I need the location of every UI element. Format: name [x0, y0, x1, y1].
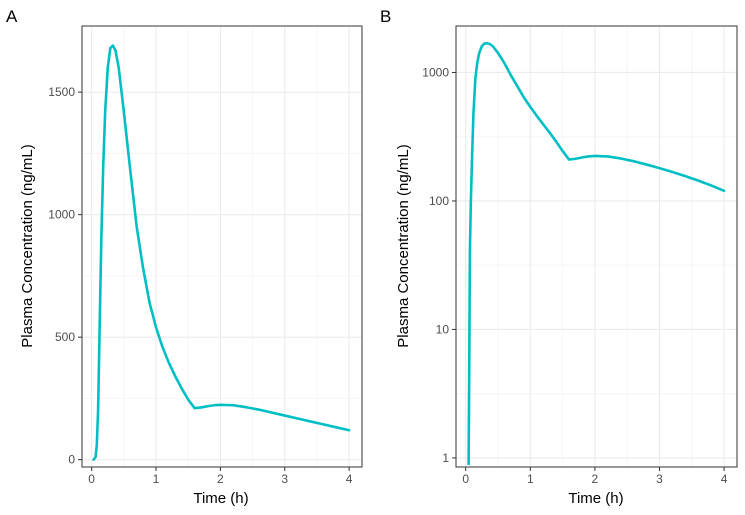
panel-b-y-axis-title: Plasma Concentration (ng/mL) — [395, 144, 412, 347]
y-tick-label: 0 — [68, 453, 75, 467]
y-tick-label: 10 — [436, 322, 450, 336]
panel-b-grid — [456, 26, 737, 467]
concentration-line — [467, 41, 726, 466]
panel-a-series — [92, 44, 351, 461]
panel-b-border — [455, 25, 738, 468]
y-tick-label: 1000 — [422, 65, 449, 79]
y-tick-label: 500 — [55, 330, 75, 344]
x-tick-label: 1 — [527, 472, 534, 486]
panel-a: A 0 1 2 3 4 0 500 1000 1500 Time (h) Plasma Conc… — [6, 7, 363, 507]
panel-a-grid — [82, 26, 362, 467]
x-tick-label: 3 — [281, 472, 288, 486]
panel-a-x-axis-title: Time (h) — [193, 490, 248, 507]
x-tick-label: 4 — [721, 472, 728, 486]
x-tick-label: 0 — [88, 472, 95, 486]
x-tick-label: 0 — [462, 472, 469, 486]
x-tick-label: 1 — [153, 472, 160, 486]
x-tick-label: 2 — [592, 472, 599, 486]
y-tick-label: 100 — [429, 194, 449, 208]
panel-label-a: A — [6, 7, 18, 26]
panel-b-x-axis-title: Time (h) — [568, 490, 623, 507]
y-tick-label: 1000 — [48, 208, 75, 222]
x-tick-label: 2 — [217, 472, 224, 486]
panel-a-border — [81, 25, 363, 468]
x-tick-label: 4 — [346, 472, 353, 486]
panel-a-y-axis-title: Plasma Concentration (ng/mL) — [19, 144, 36, 347]
panel-b-series — [467, 41, 726, 466]
panel-a-ticks: 0 1 2 3 4 0 500 1000 1500 — [48, 85, 352, 486]
y-tick-label: 1500 — [48, 85, 75, 99]
y-tick-label: 1 — [442, 451, 449, 465]
panel-label-b: B — [380, 7, 391, 26]
concentration-line — [92, 44, 351, 461]
x-tick-label: 3 — [656, 472, 663, 486]
